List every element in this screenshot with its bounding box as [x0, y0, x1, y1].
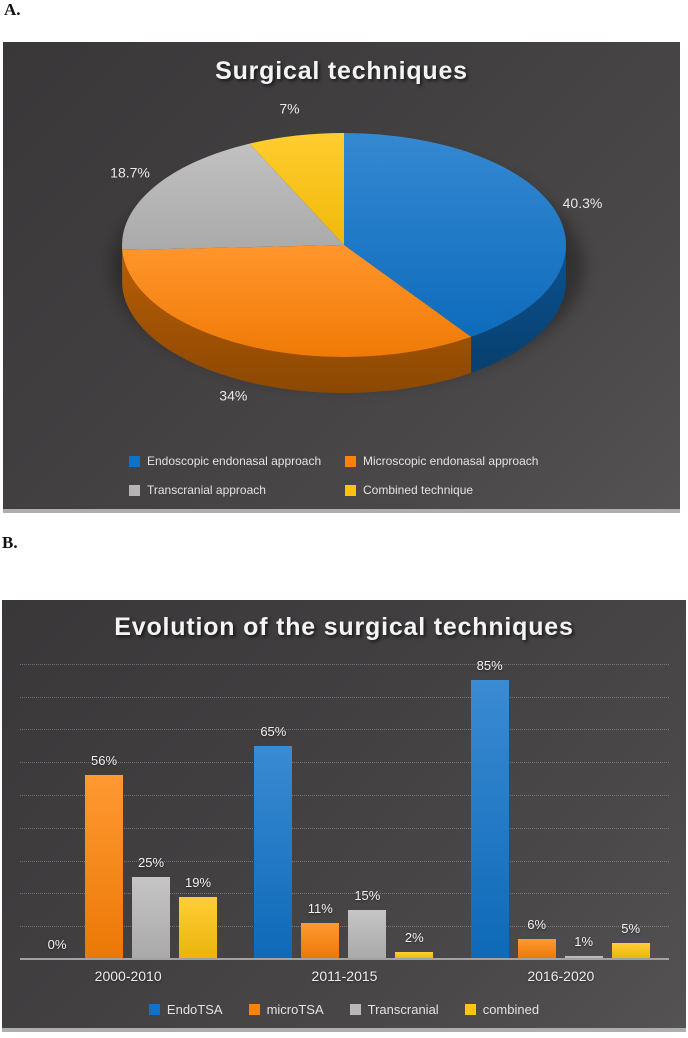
bar-plot-area: 0% 65% 85% 56% 11% 6% 25% 15% 1% 19% 2% 5% 2000-2010… — [2, 600, 686, 1028]
bar-combined — [395, 952, 434, 959]
legend-swatch-icon — [464, 1004, 476, 1015]
bar-Transcranial — [564, 955, 603, 959]
bar-Transcranial — [132, 877, 170, 959]
bar-value-label: 5% — [621, 920, 641, 936]
bar-value-label: 25% — [137, 855, 165, 870]
bar-EndoTSA — [254, 745, 293, 959]
bar-combined — [611, 942, 650, 959]
legend-item: microTSA — [248, 1002, 324, 1017]
legend-swatch-icon — [148, 1004, 160, 1015]
legend-label: combined — [482, 1002, 540, 1017]
bar-value-label: 0% — [47, 937, 67, 952]
gridline — [20, 663, 669, 665]
pie-slice-side — [122, 249, 472, 393]
pie-value-label: 40.3% — [563, 195, 603, 211]
legend-item: EndoTSA — [148, 1002, 223, 1017]
pie-value-label: 34% — [219, 388, 247, 404]
legend-swatch-icon — [345, 455, 356, 467]
gridline — [20, 729, 669, 731]
legend-item: Endoscopic endonasal approach — [129, 454, 345, 468]
legend-swatch-icon — [129, 455, 140, 467]
gridline — [20, 696, 669, 698]
x-axis-line — [20, 958, 669, 960]
legend-item: Transcranial approach — [129, 483, 345, 497]
bar-value-label: 56% — [90, 753, 118, 769]
legend-label: Microscopic endonasal approach — [363, 454, 539, 468]
category-label: 2016-2020 — [527, 968, 595, 984]
gridline — [20, 762, 669, 764]
bar-microTSA — [517, 939, 556, 959]
bar-microTSA — [85, 775, 123, 959]
bar-microTSA — [301, 922, 340, 959]
bar-value-label: 1% — [574, 933, 594, 949]
bar-value-label: 19% — [184, 874, 212, 890]
gridline — [20, 926, 669, 928]
gridline — [20, 827, 669, 829]
category-label: 2000-2010 — [94, 968, 162, 984]
bar-Transcranial — [348, 909, 387, 959]
legend-label: Transcranial — [367, 1002, 439, 1017]
pie-slice-side — [471, 245, 566, 373]
pie-slice — [249, 133, 344, 245]
bar-EndoTSA — [470, 680, 509, 959]
bar-value-label: 85% — [476, 658, 503, 674]
pie-legend: Endoscopic endonasal approach Microscopic… — [129, 454, 675, 497]
legend-label: EndoTSA — [166, 1002, 223, 1017]
bar-value-label: 65% — [260, 723, 287, 739]
legend-label: Combined technique — [363, 483, 474, 497]
pie-slice — [122, 245, 472, 357]
gridline — [20, 893, 669, 895]
bar-legend: EndoTSA microTSA Transcranial combined — [2, 1002, 686, 1017]
pie-3d-plot: 40.3% 34% 18.7% 7% — [3, 42, 680, 509]
pie-value-label: 7% — [279, 100, 299, 116]
legend-label: microTSA — [266, 1002, 324, 1017]
bar-value-label: 6% — [527, 917, 547, 933]
legend-swatch-icon — [129, 484, 140, 496]
legend-item: Transcranial — [349, 1002, 439, 1017]
legend-label: Transcranial approach — [147, 483, 266, 497]
bar-chart-title: Evolution of the surgical techniques — [114, 613, 574, 641]
category-label: 2011-2015 — [311, 968, 378, 984]
legend-item: Microscopic endonasal approach — [345, 454, 675, 468]
pie-slice — [344, 133, 566, 337]
pie-chart-panel: Surgical techniques 40.3% 34% 18.7% 7% Endo… — [3, 42, 680, 513]
bar-value-label: 2% — [404, 930, 424, 946]
pie-slice — [122, 143, 344, 250]
bar-value-label: 11% — [307, 900, 333, 916]
bar-value-label: 15% — [354, 887, 381, 903]
panel-a-label: A. — [4, 0, 21, 19]
legend-item: combined — [464, 1002, 540, 1017]
legend-swatch-icon — [345, 484, 356, 496]
panel-b-label: B. — [2, 533, 18, 552]
gridline — [20, 860, 669, 862]
legend-item: Combined technique — [345, 483, 675, 497]
legend-label: Endoscopic endonasal approach — [147, 454, 322, 468]
bar-combined — [179, 896, 217, 959]
pie-chart-title: Surgical techniques — [215, 57, 468, 85]
pie-value-label: 18.7% — [110, 165, 150, 181]
legend-swatch-icon — [248, 1004, 260, 1015]
gridline — [20, 795, 669, 796]
legend-swatch-icon — [349, 1004, 361, 1015]
bar-chart-panel: Evolution of the surgical techniques 0% 6… — [2, 600, 686, 1032]
